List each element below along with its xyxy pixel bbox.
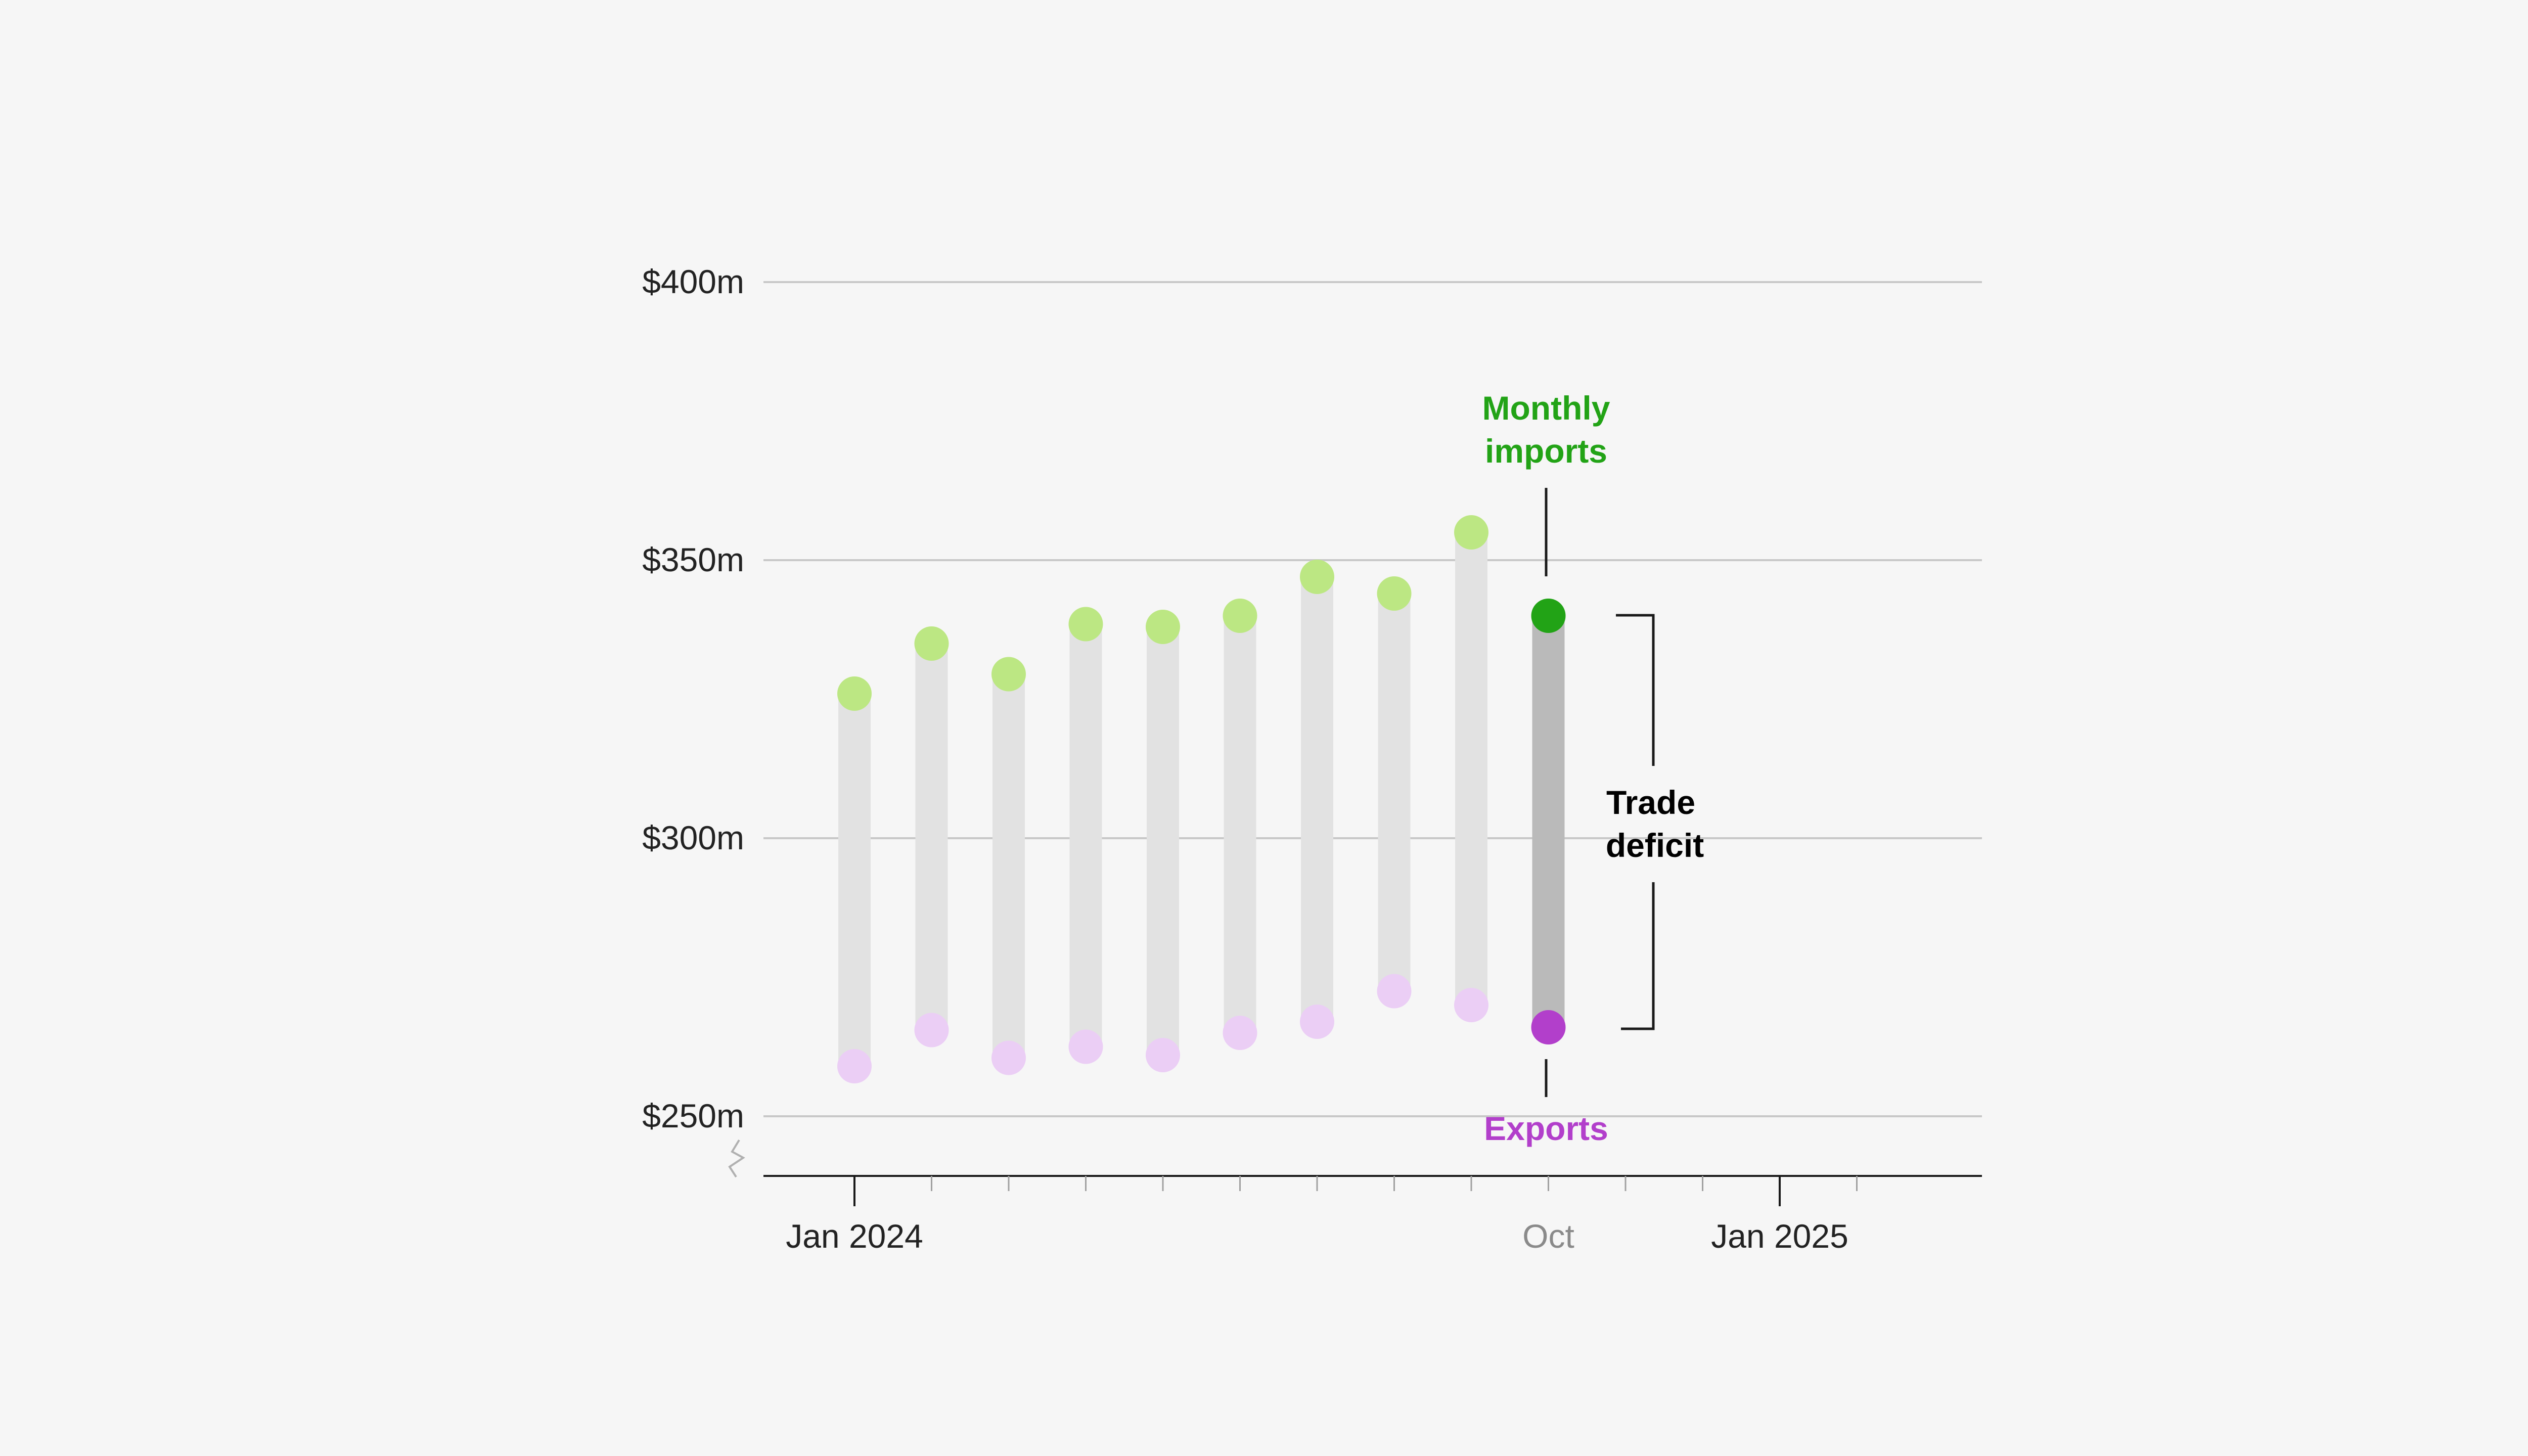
imports-annotation-line1: Monthly xyxy=(1482,389,1610,427)
range-bar xyxy=(1455,532,1487,1005)
exports-point xyxy=(991,1040,1026,1075)
exports-point xyxy=(1146,1038,1180,1072)
y-tick-label: $350m xyxy=(642,541,744,578)
exports-point xyxy=(1531,1010,1566,1044)
imports-point xyxy=(1223,599,1257,633)
imports-point xyxy=(1300,560,1334,594)
imports-point xyxy=(1146,610,1180,644)
y-tick-label: $400m xyxy=(642,263,744,300)
deficit-bracket-top xyxy=(1616,614,1655,766)
range-bar xyxy=(838,694,871,1066)
range-bar xyxy=(915,644,948,1030)
exports-point xyxy=(1223,1016,1257,1050)
range-bar xyxy=(992,674,1025,1058)
axis-break-mark xyxy=(728,1139,745,1178)
exports-point xyxy=(1068,1029,1103,1064)
imports-point xyxy=(837,676,872,711)
exports-point xyxy=(1454,988,1488,1022)
imports-point xyxy=(1068,607,1103,642)
imports-point xyxy=(1377,576,1412,611)
dumbbell-bars xyxy=(838,532,1565,1066)
deficit-bracket-bottom xyxy=(1621,882,1655,1030)
imports-point xyxy=(991,657,1026,692)
range-bar xyxy=(1224,616,1256,1033)
range-bar xyxy=(1378,594,1411,991)
exports-annotation: Exports xyxy=(1484,1110,1608,1147)
y-tick-label: $300m xyxy=(642,819,744,856)
annotations: Monthly imports Exports Trade deficit xyxy=(1482,389,1704,1147)
exports-point xyxy=(914,1013,949,1048)
range-bar xyxy=(1532,616,1565,1027)
imports-point xyxy=(1531,599,1566,633)
range-bar xyxy=(1069,624,1102,1047)
range-bar xyxy=(1147,627,1179,1055)
deficit-annotation-line1: Trade xyxy=(1606,784,1695,821)
imports-annotation-line2: imports xyxy=(1485,432,1607,470)
exports-point xyxy=(1377,974,1412,1009)
x-tick-label: Oct xyxy=(1522,1217,1574,1255)
x-tick-label: Jan 2025 xyxy=(1711,1217,1848,1255)
imports-point xyxy=(914,626,949,661)
exports-point xyxy=(1300,1005,1334,1039)
x-tick-label: Jan 2024 xyxy=(786,1217,923,1255)
y-axis-labels: $250m $300m $350m $400m xyxy=(642,263,744,1134)
imports-point xyxy=(1454,515,1488,550)
range-bar xyxy=(1301,577,1333,1022)
exports-point xyxy=(837,1049,872,1083)
dumbbell-dots xyxy=(837,515,1566,1083)
axis-break-icon xyxy=(728,1139,745,1178)
gridlines xyxy=(763,281,1982,1117)
x-axis: Jan 2024 Oct Jan 2025 xyxy=(763,1175,1982,1255)
y-tick-label: $250m xyxy=(642,1097,744,1134)
deficit-annotation-line2: deficit xyxy=(1606,827,1704,864)
